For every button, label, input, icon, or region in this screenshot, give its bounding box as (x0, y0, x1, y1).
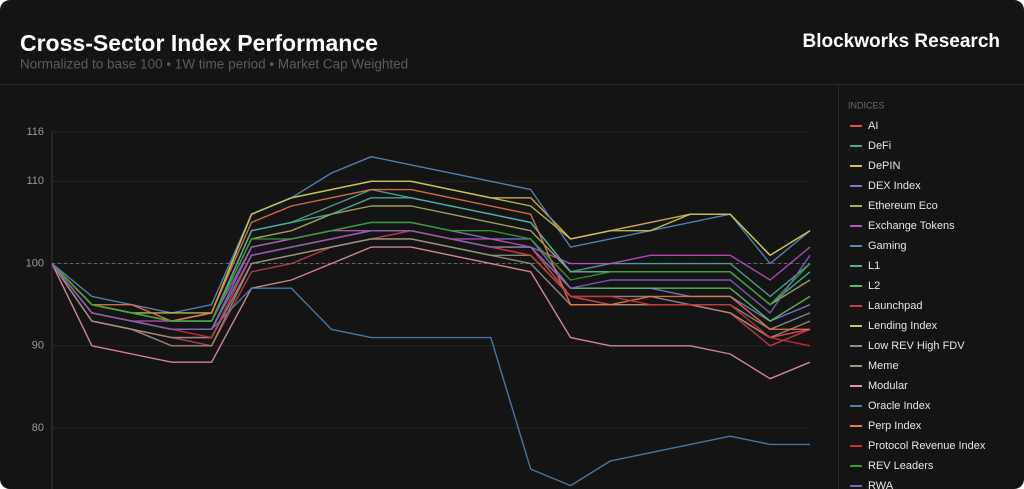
legend-label: L1 (868, 260, 880, 272)
legend-label: DeFi (868, 140, 891, 152)
series-line (51, 156, 811, 314)
legend-label: AI (868, 120, 878, 132)
y-tick-label: 100 (26, 257, 44, 269)
legend-label: Low REV High FDV (868, 340, 965, 352)
series-line (51, 180, 811, 314)
legend-label: Perp Index (868, 420, 922, 432)
legend-label: Protocol Revenue Index (868, 440, 986, 452)
series-line (51, 197, 811, 322)
y-tick-label: 116 (26, 126, 44, 138)
legend-label: L2 (868, 280, 880, 292)
legend-label: Ethereum Eco (868, 200, 938, 212)
legend-label: Meme (868, 360, 899, 372)
legend-label: Oracle Index (868, 400, 931, 412)
y-tick-label: 90 (32, 340, 44, 352)
legend-label: RWA (868, 480, 894, 489)
series-line (51, 230, 811, 330)
series-line (51, 246, 811, 380)
legend-label: Modular (868, 380, 908, 392)
legend-label: Exchange Tokens (868, 220, 955, 232)
legend-label: Gaming (868, 240, 907, 252)
y-tick-label: 80 (32, 422, 44, 434)
y-tick-label: 110 (26, 175, 44, 187)
series-line (51, 188, 810, 330)
chart-title: Cross-Sector Index Performance (20, 30, 378, 56)
legend-title: INDICES (848, 100, 885, 110)
legend-label: Lending Index (868, 320, 938, 332)
legend-label: DePIN (868, 160, 900, 172)
legend-label: REV Leaders (868, 460, 934, 472)
chart-subtitle: Normalized to base 100 • 1W time period … (20, 57, 408, 72)
brand: Blockworks Research (803, 31, 1001, 52)
series-line (51, 230, 811, 322)
legend-label: DEX Index (868, 180, 921, 192)
legend-label: Launchpad (868, 300, 922, 312)
series-line (51, 221, 811, 322)
